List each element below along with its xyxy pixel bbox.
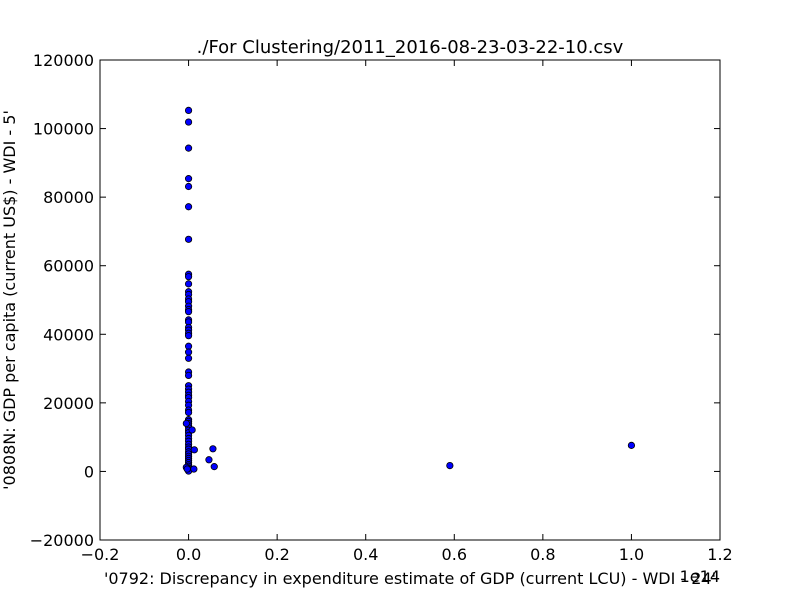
data-point [184,144,193,152]
data-point [184,308,193,316]
data-point [184,332,193,340]
data-point [184,354,193,362]
x-tick-label: 1.0 [619,545,644,564]
data-point [184,408,193,417]
data-point [205,456,213,464]
data-point [627,441,636,449]
y-tick-label: 20000 [43,394,94,413]
data-point [209,445,217,453]
y-tick-label: 120000 [33,51,94,70]
plot-area [100,60,720,540]
data-point [184,273,193,281]
y-tick-label: −20000 [30,531,94,550]
data-point [183,465,191,473]
y-tick-label: 0 [84,462,94,481]
data-point [210,463,218,471]
y-axis-label: '0808N: GDP per capita (current US$) - W… [0,110,19,490]
plot-frame [99,59,721,541]
y-tick-label: 100000 [33,120,94,139]
data-point [184,371,193,380]
data-point [184,182,193,191]
x-axis-label: '0792: Discrepancy in expenditure estima… [104,569,716,588]
data-point [184,203,193,211]
data-point [190,446,198,454]
data-point [184,280,193,288]
data-point [184,235,193,243]
y-tick-label: 60000 [43,257,94,276]
data-point [184,175,193,183]
x-tick-label: 0.0 [176,545,201,564]
data-point [184,106,193,115]
data-point [190,465,198,473]
x-tick-label: −0.2 [81,545,120,564]
x-tick-label: 0.2 [264,545,289,564]
data-point [184,118,193,126]
y-tick-label: 80000 [43,188,94,207]
data-points [182,106,636,475]
x-tick-label: 1.2 [707,545,732,564]
data-point [182,419,190,428]
data-point [446,461,454,470]
y-tick-label: 40000 [43,325,94,344]
x-axis-offset-label: 1e14 [680,567,720,586]
data-point [184,348,193,356]
x-tick-label: 0.6 [442,545,467,564]
x-tick-label: 0.4 [353,545,378,564]
x-tick-label: 0.8 [530,545,555,564]
data-point [188,426,196,434]
chart-title: ./For Clustering/2011_2016-08-23-03-22-1… [197,37,624,58]
